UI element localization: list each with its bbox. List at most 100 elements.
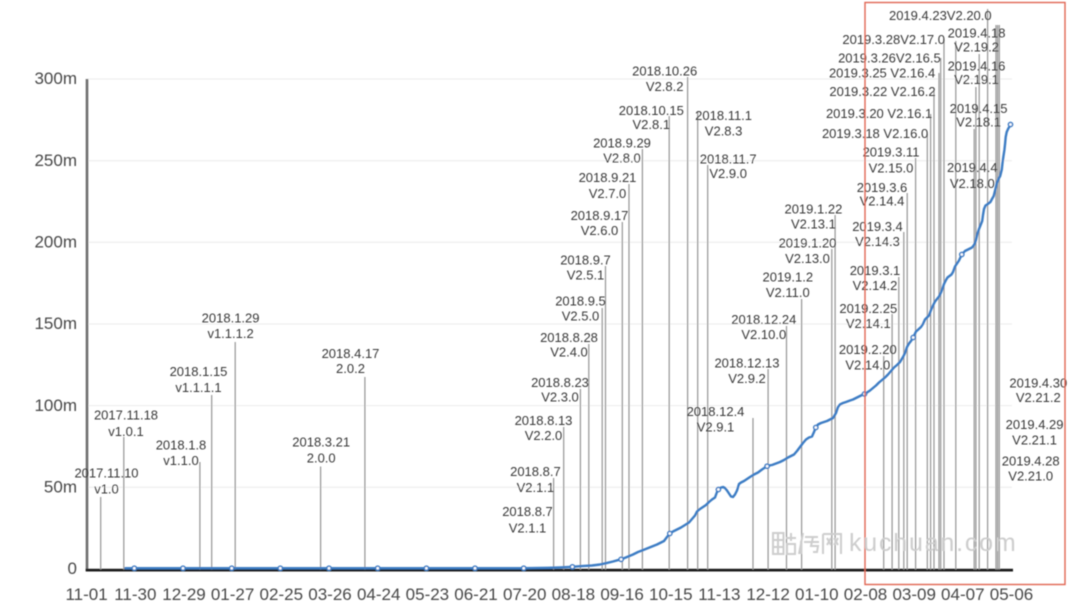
svg-text:09-16: 09-16 bbox=[600, 585, 643, 604]
svg-text:2019.1.20: 2019.1.20 bbox=[779, 236, 837, 251]
svg-text:V2.9.2: V2.9.2 bbox=[728, 371, 766, 386]
svg-text:2019.3.4: 2019.3.4 bbox=[852, 219, 903, 234]
svg-text:V2.4.0: V2.4.0 bbox=[550, 345, 588, 360]
svg-text:150m: 150m bbox=[34, 314, 77, 333]
svg-text:V2.18.1: V2.18.1 bbox=[956, 114, 1001, 129]
svg-text:V2.19.2: V2.19.2 bbox=[954, 40, 999, 55]
svg-text:V2.1.1: V2.1.1 bbox=[517, 480, 555, 495]
svg-text:2019.4.23V2.20.0: 2019.4.23V2.20.0 bbox=[889, 8, 992, 23]
svg-text:12-12: 12-12 bbox=[746, 585, 789, 604]
svg-text:2019.3.28V2.17.0: 2019.3.28V2.17.0 bbox=[842, 32, 945, 47]
svg-text:V2.21.1: V2.21.1 bbox=[1012, 432, 1057, 447]
svg-text:50m: 50m bbox=[44, 478, 77, 497]
svg-text:01-27: 01-27 bbox=[211, 585, 254, 604]
svg-text:V2.14.2: V2.14.2 bbox=[853, 278, 898, 293]
svg-text:2019.1.22: 2019.1.22 bbox=[784, 202, 842, 217]
svg-text:2019.3.18 V2.16.0: 2019.3.18 V2.16.0 bbox=[822, 126, 928, 141]
svg-text:12-29: 12-29 bbox=[162, 585, 205, 604]
svg-text:08-18: 08-18 bbox=[552, 585, 595, 604]
svg-text:V2.6.0: V2.6.0 bbox=[581, 223, 619, 238]
svg-text:V2.10.0: V2.10.0 bbox=[741, 327, 786, 342]
svg-text:V2.13.0: V2.13.0 bbox=[785, 251, 830, 266]
svg-text:11-13: 11-13 bbox=[698, 585, 740, 604]
svg-text:V2.9.1: V2.9.1 bbox=[697, 419, 735, 434]
svg-text:2019.3.25 V2.16.4: 2019.3.25 V2.16.4 bbox=[829, 66, 935, 81]
svg-text:2018.9.5: 2018.9.5 bbox=[555, 294, 606, 309]
svg-text:200m: 200m bbox=[34, 233, 77, 252]
svg-text:V2.8.3: V2.8.3 bbox=[705, 123, 743, 138]
svg-text:04-07: 04-07 bbox=[941, 585, 984, 604]
svg-text:V2.5.0: V2.5.0 bbox=[562, 308, 600, 323]
svg-text:2019.1.2: 2019.1.2 bbox=[762, 270, 813, 285]
svg-text:2018.1.8: 2018.1.8 bbox=[156, 437, 207, 452]
svg-text:06-21: 06-21 bbox=[454, 585, 497, 604]
svg-text:2019.4.4: 2019.4.4 bbox=[947, 160, 998, 175]
svg-text:v1.1.0: v1.1.0 bbox=[163, 453, 198, 468]
svg-text:V2.14.3: V2.14.3 bbox=[855, 234, 900, 249]
svg-text:07-20: 07-20 bbox=[503, 585, 546, 604]
svg-text:2019.3.1: 2019.3.1 bbox=[850, 263, 901, 278]
svg-text:V2.21.2: V2.21.2 bbox=[1016, 390, 1061, 405]
svg-text:2019.2.20: 2019.2.20 bbox=[839, 342, 897, 357]
svg-text:V2.14.1: V2.14.1 bbox=[846, 316, 891, 331]
svg-text:kuchuan.com: kuchuan.com bbox=[849, 529, 1018, 557]
svg-text:2019.4.28: 2019.4.28 bbox=[1002, 454, 1060, 469]
svg-text:2018.12.4: 2018.12.4 bbox=[687, 404, 745, 419]
svg-text:2018.8.7: 2018.8.7 bbox=[510, 464, 561, 479]
svg-text:2018.1.29: 2018.1.29 bbox=[202, 311, 260, 326]
svg-text:v1.0: v1.0 bbox=[94, 482, 119, 497]
svg-text:2018.4.17: 2018.4.17 bbox=[322, 346, 380, 361]
svg-text:05-23: 05-23 bbox=[406, 585, 449, 604]
svg-text:2019.3.20 V2.16.1: 2019.3.20 V2.16.1 bbox=[826, 106, 932, 121]
svg-text:2018.9.29: 2018.9.29 bbox=[593, 136, 651, 151]
svg-text:2019.4.29: 2019.4.29 bbox=[1006, 417, 1064, 432]
svg-text:2019.4.16: 2019.4.16 bbox=[948, 58, 1006, 73]
svg-text:2019.4.30: 2019.4.30 bbox=[1009, 375, 1067, 390]
svg-text:2018.10.26: 2018.10.26 bbox=[632, 64, 697, 79]
svg-text:2018.8.13: 2018.8.13 bbox=[515, 413, 573, 428]
svg-text:2018.8.7: 2018.8.7 bbox=[502, 504, 553, 519]
svg-text:01-10: 01-10 bbox=[795, 585, 838, 604]
svg-text:2019.3.26V2.16.5: 2019.3.26V2.16.5 bbox=[838, 51, 941, 66]
svg-text:2018.11.7: 2018.11.7 bbox=[700, 152, 757, 167]
svg-text:2018.10.15: 2018.10.15 bbox=[619, 103, 684, 118]
svg-text:2018.11.1: 2018.11.1 bbox=[695, 108, 752, 123]
svg-text:2019.4.15: 2019.4.15 bbox=[950, 101, 1008, 116]
svg-text:V2.14.0: V2.14.0 bbox=[845, 358, 890, 373]
svg-text:V2.2.0: V2.2.0 bbox=[525, 428, 563, 443]
svg-text:v1.1.1.1: v1.1.1.1 bbox=[175, 380, 221, 395]
svg-text:V2.7.0: V2.7.0 bbox=[589, 186, 627, 201]
svg-text:2018.12.13: 2018.12.13 bbox=[714, 355, 779, 370]
svg-text:2018.9.17: 2018.9.17 bbox=[571, 208, 629, 223]
svg-text:V2.11.0: V2.11.0 bbox=[766, 285, 810, 300]
svg-text:02-25: 02-25 bbox=[260, 585, 303, 604]
svg-text:v1.0.1: v1.0.1 bbox=[108, 424, 143, 439]
svg-text:04-24: 04-24 bbox=[357, 585, 400, 604]
svg-text:2018.1.15: 2018.1.15 bbox=[170, 364, 228, 379]
svg-text:100m: 100m bbox=[34, 396, 77, 415]
svg-text:2019.3.6: 2019.3.6 bbox=[857, 180, 908, 195]
svg-text:V2.5.1: V2.5.1 bbox=[567, 268, 605, 283]
svg-text:250m: 250m bbox=[34, 151, 77, 170]
svg-text:02-08: 02-08 bbox=[844, 585, 887, 604]
svg-text:03-09: 03-09 bbox=[892, 585, 935, 604]
svg-text:2018.3.21: 2018.3.21 bbox=[292, 435, 350, 450]
svg-text:v1.1.1.2: v1.1.1.2 bbox=[207, 326, 253, 341]
svg-text:2019.4.18: 2019.4.18 bbox=[948, 26, 1006, 41]
svg-text:2018.8.28: 2018.8.28 bbox=[540, 330, 598, 345]
svg-text:V2.19.1: V2.19.1 bbox=[954, 72, 999, 87]
svg-text:V2.13.1: V2.13.1 bbox=[791, 217, 836, 232]
svg-text:2017.11.18: 2017.11.18 bbox=[94, 408, 158, 423]
svg-text:2019.3.11: 2019.3.11 bbox=[863, 145, 920, 160]
svg-text:2019.3.22 V2.16.2: 2019.3.22 V2.16.2 bbox=[829, 84, 935, 99]
svg-text:10-15: 10-15 bbox=[649, 585, 692, 604]
svg-text:V2.21.0: V2.21.0 bbox=[1008, 469, 1053, 484]
svg-text:0: 0 bbox=[68, 559, 77, 578]
svg-text:2018.12.24: 2018.12.24 bbox=[731, 312, 796, 327]
svg-text:2019.2.25: 2019.2.25 bbox=[839, 301, 897, 316]
svg-text:V2.15.0: V2.15.0 bbox=[869, 160, 914, 175]
svg-text:03-26: 03-26 bbox=[308, 585, 351, 604]
svg-text:V2.8.1: V2.8.1 bbox=[633, 117, 671, 132]
svg-text:300m: 300m bbox=[34, 69, 77, 88]
svg-text:2018.9.7: 2018.9.7 bbox=[560, 252, 611, 267]
